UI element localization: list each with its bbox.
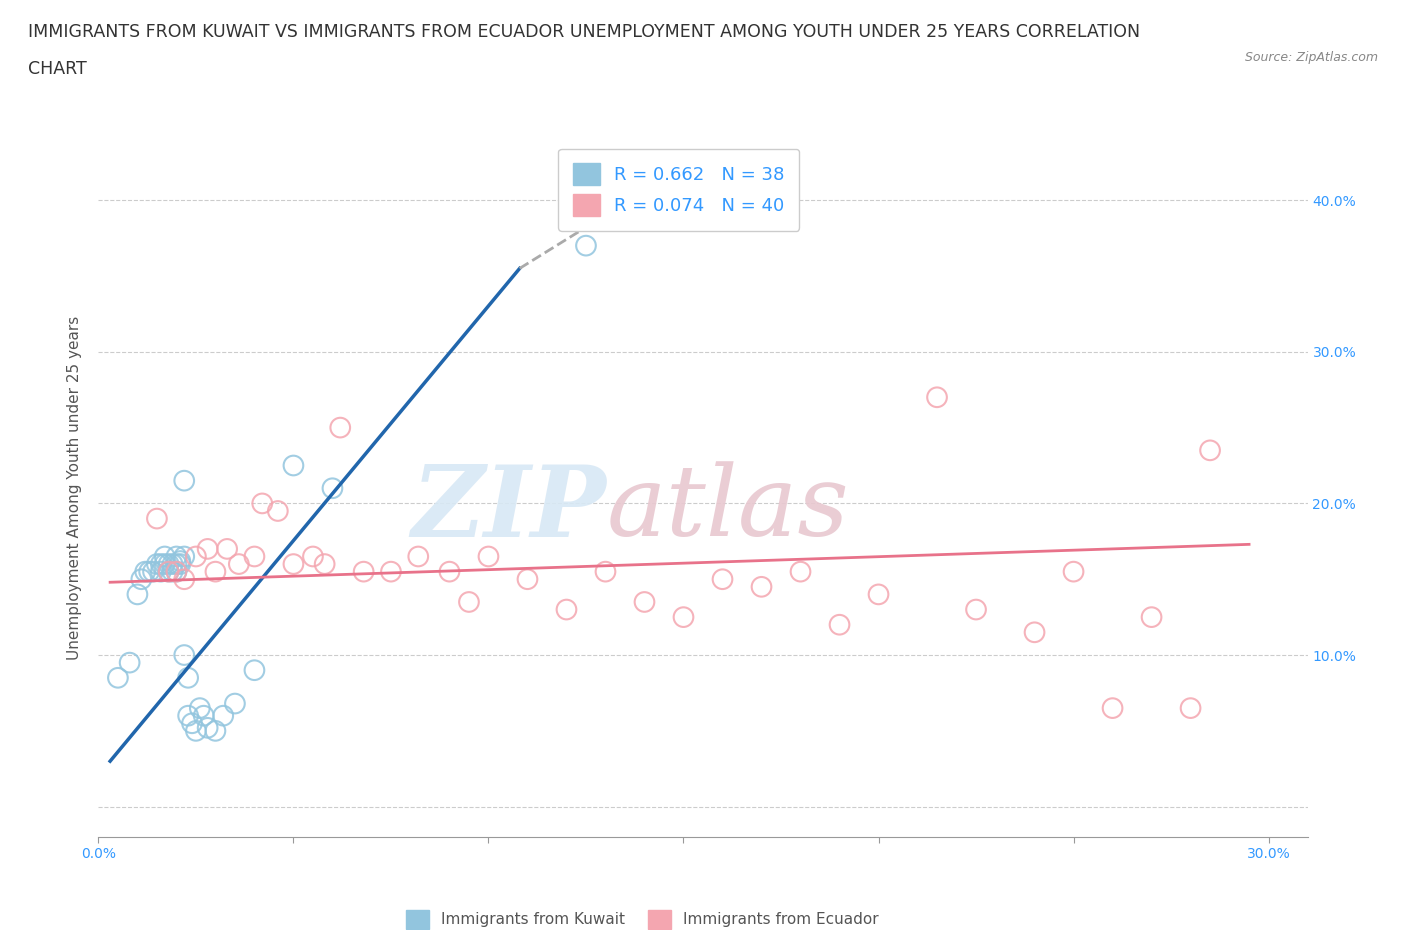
Point — [173, 647, 195, 662]
Point — [1199, 443, 1222, 458]
Point — [162, 557, 184, 572]
Point — [197, 541, 219, 556]
Point — [169, 553, 191, 568]
Point — [751, 579, 773, 594]
Point — [711, 572, 734, 587]
Point — [1180, 700, 1202, 715]
Point — [516, 572, 538, 587]
Point — [789, 565, 811, 579]
Point — [197, 721, 219, 736]
Point — [134, 565, 156, 579]
Point — [169, 557, 191, 572]
Point — [149, 557, 172, 572]
Point — [439, 565, 461, 579]
Point — [204, 724, 226, 738]
Point — [107, 671, 129, 685]
Point — [228, 557, 250, 572]
Point — [127, 587, 149, 602]
Point — [131, 572, 153, 587]
Point — [965, 602, 987, 617]
Point — [165, 565, 187, 579]
Text: IMMIGRANTS FROM KUWAIT VS IMMIGRANTS FROM ECUADOR UNEMPLOYMENT AMONG YOUTH UNDER: IMMIGRANTS FROM KUWAIT VS IMMIGRANTS FRO… — [28, 23, 1140, 41]
Point — [177, 709, 200, 724]
Point — [283, 458, 305, 473]
Point — [321, 481, 343, 496]
Point — [146, 557, 169, 572]
Point — [555, 602, 578, 617]
Point — [329, 420, 352, 435]
Point — [477, 549, 499, 564]
Point — [828, 618, 851, 632]
Point — [153, 549, 176, 564]
Point — [672, 610, 695, 625]
Point — [157, 565, 180, 579]
Point — [243, 549, 266, 564]
Point — [149, 565, 172, 579]
Point — [314, 557, 336, 572]
Point — [142, 565, 165, 579]
Y-axis label: Unemployment Among Youth under 25 years: Unemployment Among Youth under 25 years — [67, 316, 83, 660]
Point — [173, 572, 195, 587]
Point — [224, 697, 246, 711]
Legend: Immigrants from Kuwait, Immigrants from Ecuador: Immigrants from Kuwait, Immigrants from … — [401, 904, 884, 930]
Point — [181, 716, 204, 731]
Text: ZIP: ZIP — [412, 461, 606, 557]
Point — [595, 565, 617, 579]
Point — [283, 557, 305, 572]
Point — [1024, 625, 1046, 640]
Point — [212, 709, 235, 724]
Point — [118, 656, 141, 671]
Text: CHART: CHART — [28, 60, 87, 78]
Point — [193, 709, 215, 724]
Point — [146, 512, 169, 526]
Point — [184, 549, 207, 564]
Point — [204, 565, 226, 579]
Point — [458, 594, 481, 609]
Point — [1101, 700, 1123, 715]
Point — [177, 671, 200, 685]
Point — [162, 565, 184, 579]
Point — [302, 549, 325, 564]
Point — [267, 503, 290, 518]
Text: atlas: atlas — [606, 461, 849, 557]
Point — [575, 238, 598, 253]
Point — [633, 594, 655, 609]
Point — [138, 565, 160, 579]
Point — [868, 587, 890, 602]
Point — [1063, 565, 1085, 579]
Point — [173, 549, 195, 564]
Point — [353, 565, 375, 579]
Point — [217, 541, 239, 556]
Point — [925, 390, 948, 405]
Text: Source: ZipAtlas.com: Source: ZipAtlas.com — [1244, 51, 1378, 64]
Point — [406, 549, 429, 564]
Point — [165, 549, 187, 564]
Point — [157, 565, 180, 579]
Point — [173, 473, 195, 488]
Point — [188, 700, 211, 715]
Point — [153, 557, 176, 572]
Point — [252, 496, 274, 511]
Point — [1140, 610, 1163, 625]
Point — [184, 724, 207, 738]
Point — [380, 565, 402, 579]
Point — [243, 663, 266, 678]
Point — [165, 565, 187, 579]
Point — [165, 557, 187, 572]
Point — [157, 557, 180, 572]
